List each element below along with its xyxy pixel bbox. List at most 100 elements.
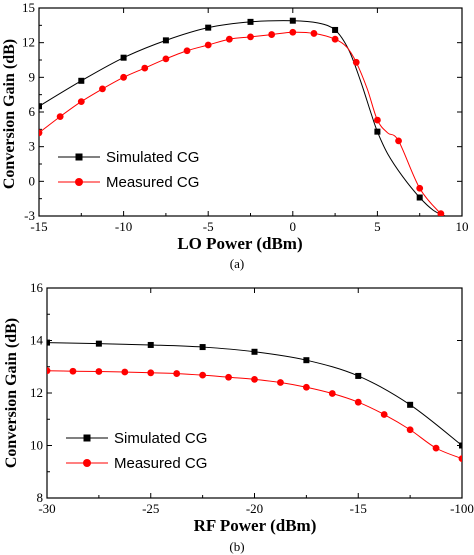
legend-marker-simulated-a bbox=[75, 153, 83, 161]
data-point-simulated-a bbox=[39, 103, 42, 110]
data-point-measured-a bbox=[39, 129, 43, 137]
data-point-measured-b bbox=[173, 370, 181, 377]
data-point-measured-a bbox=[247, 33, 254, 41]
data-point-measured-b bbox=[69, 367, 77, 375]
data-point-measured-a bbox=[77, 98, 85, 105]
y-tick-label-a: 6 bbox=[29, 104, 36, 119]
legend-label-simulated-a: Simulated CG bbox=[106, 149, 199, 166]
data-point-measured-a bbox=[374, 116, 381, 124]
legend-label-simulated-b: Simulated CG bbox=[114, 430, 207, 447]
y-tick-label-b: 8 bbox=[37, 490, 44, 505]
y-tick-label-a: 0 bbox=[29, 173, 36, 188]
y-tick-label-a: 15 bbox=[22, 0, 35, 15]
data-point-measured-b bbox=[328, 390, 336, 397]
data-point-simulated-a bbox=[120, 54, 127, 61]
data-point-measured-b bbox=[251, 375, 258, 383]
data-point-simulated-b bbox=[407, 401, 414, 408]
series-line-measured-b bbox=[47, 370, 462, 460]
data-point-simulated-b bbox=[147, 341, 154, 348]
data-point-measured-b bbox=[432, 444, 440, 452]
data-point-simulated-b bbox=[47, 339, 50, 346]
data-point-simulated-a bbox=[289, 17, 296, 24]
data-point-simulated-a bbox=[162, 37, 169, 44]
legend-marker-measured-a bbox=[75, 178, 83, 186]
series-line-simulated-b bbox=[47, 342, 462, 446]
data-point-measured-b bbox=[380, 411, 388, 418]
data-point-simulated-a bbox=[78, 77, 85, 84]
x-tick-label-b: -25 bbox=[142, 501, 159, 516]
data-point-measured-b bbox=[277, 379, 284, 386]
data-point-simulated-b bbox=[303, 357, 310, 364]
data-point-measured-a bbox=[352, 58, 360, 66]
x-tick-label-a: 10 bbox=[456, 219, 469, 234]
data-point-measured-a bbox=[437, 210, 445, 216]
y-tick-label-a: -3 bbox=[24, 208, 35, 223]
data-point-simulated-b bbox=[355, 372, 362, 379]
data-point-measured-a bbox=[120, 73, 127, 81]
data-point-simulated-b bbox=[459, 442, 462, 449]
data-point-simulated-b bbox=[251, 348, 258, 355]
data-point-measured-a bbox=[416, 184, 424, 192]
data-point-measured-a bbox=[99, 85, 106, 93]
data-point-measured-b bbox=[121, 368, 129, 376]
x-tick-label-a: -5 bbox=[203, 219, 214, 234]
legend-marker-measured-b bbox=[83, 459, 91, 467]
legend-label-measured-a: Measured CG bbox=[106, 174, 199, 191]
caption-b: (b) bbox=[229, 539, 244, 554]
y-tick-label-b: 10 bbox=[30, 438, 43, 453]
x-tick-label-b: -20 bbox=[246, 501, 263, 516]
data-point-measured-a bbox=[183, 47, 191, 55]
data-point-measured-b bbox=[406, 426, 414, 434]
data-point-measured-b bbox=[199, 371, 207, 379]
y-axis-label-b: Conversion Gain (dB) bbox=[3, 318, 20, 468]
data-point-measured-a bbox=[56, 113, 64, 121]
x-tick-label-b: -30 bbox=[38, 501, 55, 516]
data-point-measured-b bbox=[302, 383, 310, 391]
data-point-measured-b bbox=[95, 368, 103, 375]
data-point-measured-b bbox=[225, 373, 232, 381]
data-point-measured-a bbox=[331, 35, 339, 43]
data-point-simulated-a bbox=[247, 18, 254, 25]
y-tick-label-a: 12 bbox=[22, 35, 35, 50]
data-point-measured-a bbox=[289, 28, 297, 36]
data-point-measured-b bbox=[47, 367, 51, 375]
data-point-simulated-b bbox=[199, 344, 206, 351]
data-point-simulated-a bbox=[332, 26, 339, 33]
y-tick-label-b: 14 bbox=[30, 333, 44, 348]
legend-marker-simulated-b bbox=[83, 434, 91, 442]
data-point-simulated-a bbox=[374, 128, 381, 135]
data-point-measured-b bbox=[147, 369, 155, 377]
plot-frame-b bbox=[46, 287, 463, 499]
x-tick-label-b: -100 bbox=[450, 501, 474, 516]
x-tick-label-b: -15 bbox=[350, 501, 367, 516]
x-tick-label-a: -10 bbox=[115, 219, 132, 234]
data-point-measured-a bbox=[162, 55, 170, 63]
data-point-measured-a bbox=[204, 41, 212, 49]
series-line-simulated-a bbox=[39, 20, 446, 216]
x-axis-label-a: LO Power (dBm) bbox=[177, 234, 302, 253]
chart-b: -30 -25 -20 -15 -100 8 10 12 14 16 Simulated CG Mea… bbox=[30, 280, 474, 516]
x-tick-label-a: 5 bbox=[374, 219, 381, 234]
data-point-simulated-a bbox=[416, 194, 423, 201]
data-point-measured-a bbox=[268, 31, 276, 38]
series-line-measured-a bbox=[39, 31, 445, 216]
data-point-simulated-b bbox=[95, 340, 102, 347]
y-tick-label-b: 12 bbox=[30, 385, 43, 400]
data-point-simulated-a bbox=[205, 24, 212, 31]
data-point-measured-b bbox=[354, 398, 362, 406]
data-point-measured-a bbox=[310, 30, 318, 37]
legend-label-measured-b: Measured CG bbox=[114, 455, 207, 472]
data-point-measured-b bbox=[458, 455, 462, 463]
y-tick-label-b: 16 bbox=[30, 280, 44, 295]
y-tick-label-a: 9 bbox=[29, 69, 36, 84]
x-tick-label-a: -15 bbox=[30, 219, 47, 234]
y-tick-label-a: 3 bbox=[29, 139, 36, 154]
x-tick-label-a: 0 bbox=[290, 219, 297, 234]
data-point-measured-a bbox=[141, 64, 149, 72]
data-point-measured-a bbox=[225, 35, 233, 43]
caption-a: (a) bbox=[230, 256, 244, 271]
chart-a: -15 -10 -5 0 5 10 -3 0 3 6 9 12 15 Simulated CG Measur… bbox=[22, 0, 469, 234]
x-axis-label-b: RF Power (dBm) bbox=[194, 516, 317, 535]
y-axis-label-a: Conversion Gain (dB) bbox=[1, 39, 18, 189]
